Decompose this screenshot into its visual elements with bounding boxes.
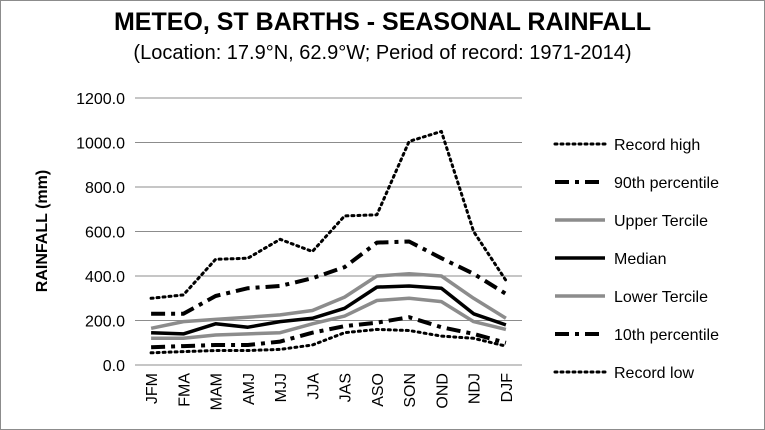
chart-title: METEO, ST BARTHS - SEASONAL RAINFALL <box>113 8 652 36</box>
y-tick-label: 1200.0 <box>76 91 125 108</box>
series-line-90th-percentile <box>151 239 507 316</box>
x-tick-label: AMJ <box>241 373 258 405</box>
series-line-upper-tercile <box>150 272 507 331</box>
x-tick-label: DJF <box>499 373 516 403</box>
series-line-record-low <box>149 327 508 355</box>
legend-label: Lower Tercile <box>614 289 708 306</box>
x-tick-label: FMA <box>176 373 193 407</box>
x-tick-label: JAS <box>338 373 355 402</box>
legend-label: Record high <box>614 137 700 154</box>
legend: Record high 90th percentile Upper Tercile M… <box>553 137 719 382</box>
x-tick-label: OND <box>434 373 451 409</box>
x-tick-label: SON <box>402 373 419 408</box>
series-line-lower-tercile <box>151 296 507 341</box>
x-tick-label: NDJ <box>467 373 484 404</box>
series-lines <box>149 129 508 355</box>
y-tick-labels: 0.0 200.0 400.0 600.0 800.0 1000.0 1200.0 <box>76 91 125 375</box>
legend-label: Median <box>614 251 666 268</box>
legend-label: 90th percentile <box>614 175 719 192</box>
y-axis-label: RAINFALL (mm) <box>34 170 51 292</box>
legend-label: 10th percentile <box>614 327 719 344</box>
x-tick-label: ASO <box>370 373 387 407</box>
y-tick-label: 600.0 <box>85 225 125 242</box>
x-tick-labels: JFM FMA MAM AMJ MJJ JJA JAS ASO SON OND NDJ DJF <box>144 373 516 411</box>
legend-label: Upper Tercile <box>614 213 708 230</box>
x-tick-label: JJA <box>305 373 322 400</box>
y-tick-label: 0.0 <box>103 358 125 375</box>
y-tick-label: 800.0 <box>85 180 125 197</box>
series-line-record-high <box>149 129 508 300</box>
chart-subtitle: (Location: 17.9°N, 62.9°W; Period of rec… <box>133 42 632 64</box>
legend-label: Record low <box>614 365 694 382</box>
x-tick-label: JFM <box>144 373 161 404</box>
y-tick-label: 1000.0 <box>76 136 125 153</box>
series-line-median <box>151 284 507 336</box>
y-tick-label: 400.0 <box>85 269 125 286</box>
y-tick-label: 200.0 <box>85 314 125 331</box>
x-tick-label: MJJ <box>273 373 290 402</box>
series-line-10th-percentile <box>151 315 507 350</box>
x-tick-label: MAM <box>209 373 226 410</box>
